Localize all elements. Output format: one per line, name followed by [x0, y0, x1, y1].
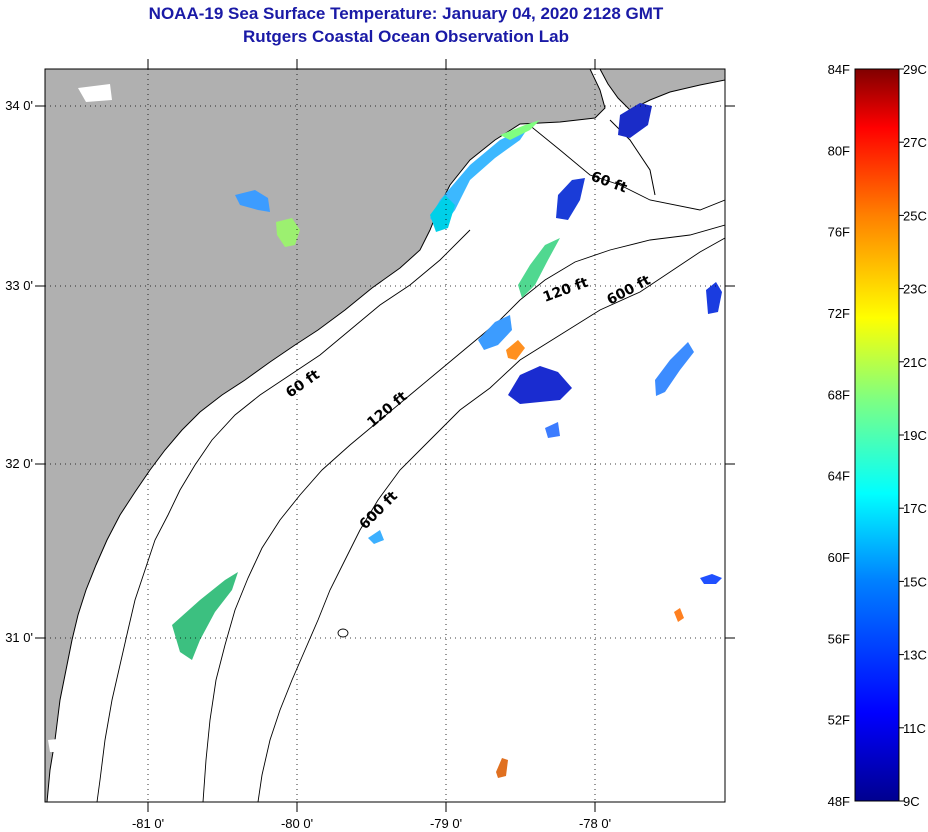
colorbar: [854, 68, 900, 802]
colorbar-f-label: 56F: [828, 631, 850, 646]
colorbar-f-label: 52F: [828, 713, 850, 728]
colorbar-c-label: 29C: [903, 62, 927, 77]
land-area-ne: [600, 69, 725, 110]
colorbar-c-label: 27C: [903, 135, 927, 150]
contour-600ft-line: [257, 237, 725, 802]
sst-patch: [545, 422, 560, 438]
colorbar-f-label: 84F: [828, 62, 850, 77]
sst-patch: [368, 530, 384, 544]
colorbar-c-label: 19C: [903, 428, 927, 443]
land-fleck: [48, 738, 68, 752]
colorbar-c-label: 21C: [903, 355, 927, 370]
graticule: [45, 69, 725, 802]
lon-tick-label: -81 0': [132, 816, 164, 831]
sst-patch: [700, 574, 722, 584]
sst-patch: [674, 608, 684, 622]
sst-patch: [276, 218, 300, 247]
colorbar-fahrenheit-scale: 84F 80F 76F 72F 68F 64F 60F 56F 52F 48F: [828, 62, 850, 809]
sst-patch: [518, 238, 560, 298]
lon-tick-label: -79 0': [430, 816, 462, 831]
sst-patch: [706, 282, 722, 314]
colorbar-f-label: 76F: [828, 225, 850, 240]
sst-patch: [496, 758, 508, 778]
colorbar-c-label: 23C: [903, 282, 927, 297]
contour-60ft-line: [96, 123, 725, 802]
sst-patch: [508, 366, 572, 404]
colorbar-c-label: 11C: [903, 721, 926, 736]
axis-ticks: [35, 59, 735, 812]
lat-tick-label: 31 0': [5, 630, 33, 645]
sst-patch: [478, 315, 512, 350]
colorbar-f-label: 64F: [828, 469, 850, 484]
sst-patch: [655, 342, 694, 396]
sst-patch: [235, 190, 270, 212]
colorbar-f-label: 48F: [828, 794, 850, 809]
colorbar-f-label: 68F: [828, 387, 850, 402]
lat-tick-label: 34 0': [5, 98, 33, 113]
colorbar-f-label: 72F: [828, 306, 850, 321]
contour-ring: [337, 628, 349, 638]
coastline: [46, 69, 606, 802]
sst-patch: [430, 195, 455, 232]
colorbar-c-label: 9C: [903, 794, 920, 809]
sst-patch: [500, 120, 540, 140]
colorbar-f-label: 80F: [828, 143, 850, 158]
sst-patch: [172, 572, 238, 660]
land-fleck: [78, 84, 112, 102]
sst-patch: [506, 340, 525, 360]
sst-patch: [430, 125, 530, 230]
lon-tick-label: -80 0': [281, 816, 313, 831]
map-subtitle: Rutgers Coastal Ocean Observation Lab: [243, 27, 569, 46]
map-title: NOAA-19 Sea Surface Temperature: January…: [148, 4, 664, 23]
colorbar-c-label: 17C: [903, 501, 927, 516]
sst-patch: [556, 178, 585, 220]
contour-120ft-line: [202, 224, 725, 802]
plot-frame: [44, 68, 726, 803]
colorbar-c-label: 15C: [903, 574, 927, 589]
colorbar-celsius-scale: 29C 27C 25C 23C 21C 19C 17C 15C 13C 11C 9C: [899, 62, 927, 809]
colorbar-f-label: 60F: [828, 550, 850, 565]
land-area: [45, 69, 605, 802]
colorbar-c-label: 13C: [903, 648, 927, 663]
colorbar-c-label: 25C: [903, 208, 927, 223]
lat-tick-label: 32 0': [5, 456, 33, 471]
sst-patch: [618, 103, 652, 138]
lat-tick-label: 33 0': [5, 278, 33, 293]
lon-tick-label: -78 0': [579, 816, 611, 831]
